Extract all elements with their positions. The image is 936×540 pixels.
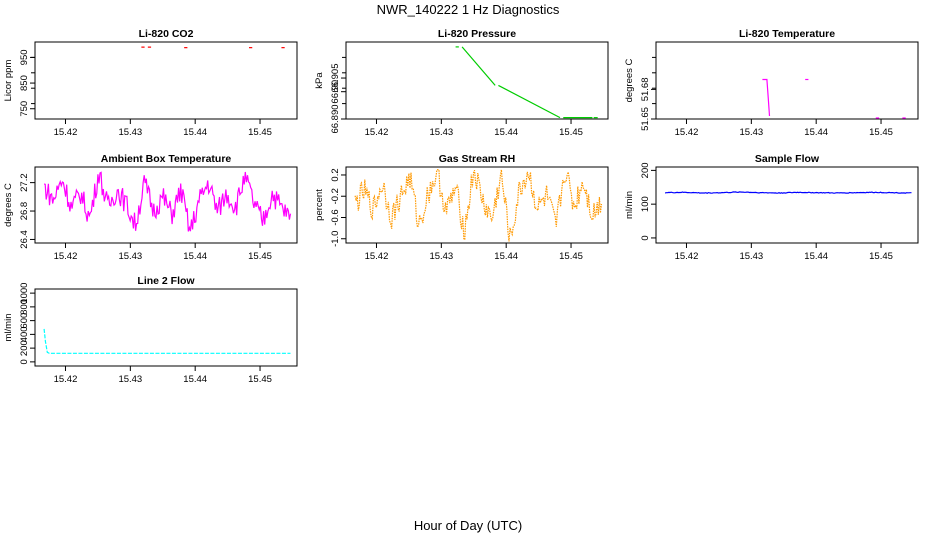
y-tick-label: 0 xyxy=(19,359,30,364)
x-tick-label: 15.44 xyxy=(494,127,518,138)
x-tick-label: 15.43 xyxy=(429,251,453,262)
x-tick-label: 15.42 xyxy=(675,251,699,262)
y-tick-label: 1000 xyxy=(19,283,30,304)
y-tick-label: 100 xyxy=(640,196,651,212)
x-tick-label: 15.43 xyxy=(118,127,142,138)
x-tick-label: 15.43 xyxy=(739,127,763,138)
panel-frame xyxy=(34,166,298,244)
y-tick-label: -1.0 xyxy=(330,231,341,247)
panel-frame xyxy=(34,288,298,367)
x-tick-label: 15.43 xyxy=(118,251,142,262)
x-tick-label: 15.44 xyxy=(804,251,828,262)
panel-title: Li-820 CO2 xyxy=(139,28,194,40)
panel-frame xyxy=(655,41,919,120)
y-tick-label: 66.890 xyxy=(330,104,341,133)
y-tick-label: 200 xyxy=(19,340,30,356)
y-tick-label: 850 xyxy=(19,75,30,91)
y-axis-label: ml/min xyxy=(3,314,14,342)
y-tick-label: 200 xyxy=(640,162,651,178)
panel-pressure: Li-820 Pressure 15.42 15.43 15.44 15.45 66.89… xyxy=(314,28,609,138)
panel-co2: Li-820 CO2 15.42 15.43 15.44 15.45 750 850 950 L… xyxy=(3,28,298,138)
x-tick-label: 15.44 xyxy=(183,251,207,262)
y-axis-label: Licor ppm xyxy=(3,60,14,102)
x-tick-label: 15.45 xyxy=(248,127,272,138)
x-tick-label: 15.45 xyxy=(559,127,583,138)
series-segment xyxy=(498,84,561,119)
y-tick-label: 0 xyxy=(640,235,651,240)
y-axis-label: degrees C xyxy=(3,183,14,227)
series-line xyxy=(43,171,292,232)
x-axis-label: Hour of Day (UTC) xyxy=(413,518,523,533)
series-line xyxy=(762,78,771,117)
panel-frame xyxy=(345,166,609,244)
panel-sample_flow: Sample Flow 15.42 15.43 15.44 15.45 0 100 200 ml… xyxy=(624,153,919,262)
y-tick-label: 0.2 xyxy=(330,168,341,181)
x-tick-label: 15.43 xyxy=(118,374,142,385)
y-axis-label: kPa xyxy=(314,72,325,89)
panel-frame xyxy=(34,41,298,120)
y-tick-label: 27.2 xyxy=(19,173,30,192)
x-tick-label: 15.45 xyxy=(869,251,893,262)
series-line xyxy=(664,191,912,194)
x-tick-label: 15.42 xyxy=(54,127,78,138)
x-tick-label: 15.42 xyxy=(54,374,78,385)
y-tick-label: 26.4 xyxy=(19,230,30,249)
x-tick-label: 15.45 xyxy=(248,374,272,385)
panel-ambient: Ambient Box Temperature 15.42 15.43 15.44 15… xyxy=(3,153,298,262)
y-tick-label: 66.90 xyxy=(330,80,341,104)
y-axis-label: percent xyxy=(314,189,325,221)
x-tick-label: 15.42 xyxy=(675,127,699,138)
panel-title: Li-820 Pressure xyxy=(438,28,516,40)
panel-line2_flow: Line 2 Flow 15.42 15.43 15.44 15.45 0 20040060… xyxy=(3,275,298,385)
y-tick-label: 950 xyxy=(19,49,30,65)
y-tick-label: -0.2 xyxy=(330,188,341,204)
y-axis-label: ml/min xyxy=(624,191,635,219)
y-tick-label: 400 xyxy=(19,326,30,342)
x-tick-label: 15.42 xyxy=(365,251,389,262)
panel-title: Ambient Box Temperature xyxy=(101,153,232,165)
y-tick-label: 26.8 xyxy=(19,202,30,221)
x-tick-label: 15.44 xyxy=(494,251,518,262)
series-segment xyxy=(461,46,496,86)
y-tick-label: 800 xyxy=(19,299,30,315)
y-tick-label: -0.6 xyxy=(330,209,341,225)
x-tick-label: 15.45 xyxy=(869,127,893,138)
x-tick-label: 15.43 xyxy=(739,251,763,262)
x-tick-label: 15.45 xyxy=(559,251,583,262)
x-tick-label: 15.45 xyxy=(248,251,272,262)
panel-title: Line 2 Flow xyxy=(137,275,195,287)
series-line xyxy=(354,169,603,242)
panel-rh: Gas Stream RH 15.42 15.43 15.44 15.45 -1.0 -0.… xyxy=(314,153,609,262)
panel-title: Gas Stream RH xyxy=(439,153,515,165)
series-line xyxy=(43,328,291,354)
panel-temperature: Li-820 Temperature 15.42 15.43 15.44 15.45 51… xyxy=(624,28,919,138)
y-tick-label: 600 xyxy=(19,313,30,329)
panel-title: Li-820 Temperature xyxy=(739,28,835,40)
panel-frame xyxy=(655,166,919,244)
x-tick-label: 15.42 xyxy=(365,127,389,138)
panel-title: Sample Flow xyxy=(755,153,820,165)
x-tick-label: 15.43 xyxy=(429,127,453,138)
panel-frame xyxy=(345,41,609,120)
chart-main-title: NWR_140222 1 Hz Diagnostics xyxy=(376,2,560,17)
x-tick-label: 15.42 xyxy=(54,251,78,262)
y-tick-label: 51.65 xyxy=(640,107,651,131)
y-tick-label: 66.905 xyxy=(330,64,341,93)
y-axis-label: degrees C xyxy=(624,58,635,102)
x-tick-label: 15.44 xyxy=(804,127,828,138)
x-tick-label: 15.44 xyxy=(183,374,207,385)
x-tick-label: 15.44 xyxy=(183,127,207,138)
y-tick-label: 750 xyxy=(19,101,30,117)
y-tick-label: 51.68 xyxy=(640,77,651,101)
